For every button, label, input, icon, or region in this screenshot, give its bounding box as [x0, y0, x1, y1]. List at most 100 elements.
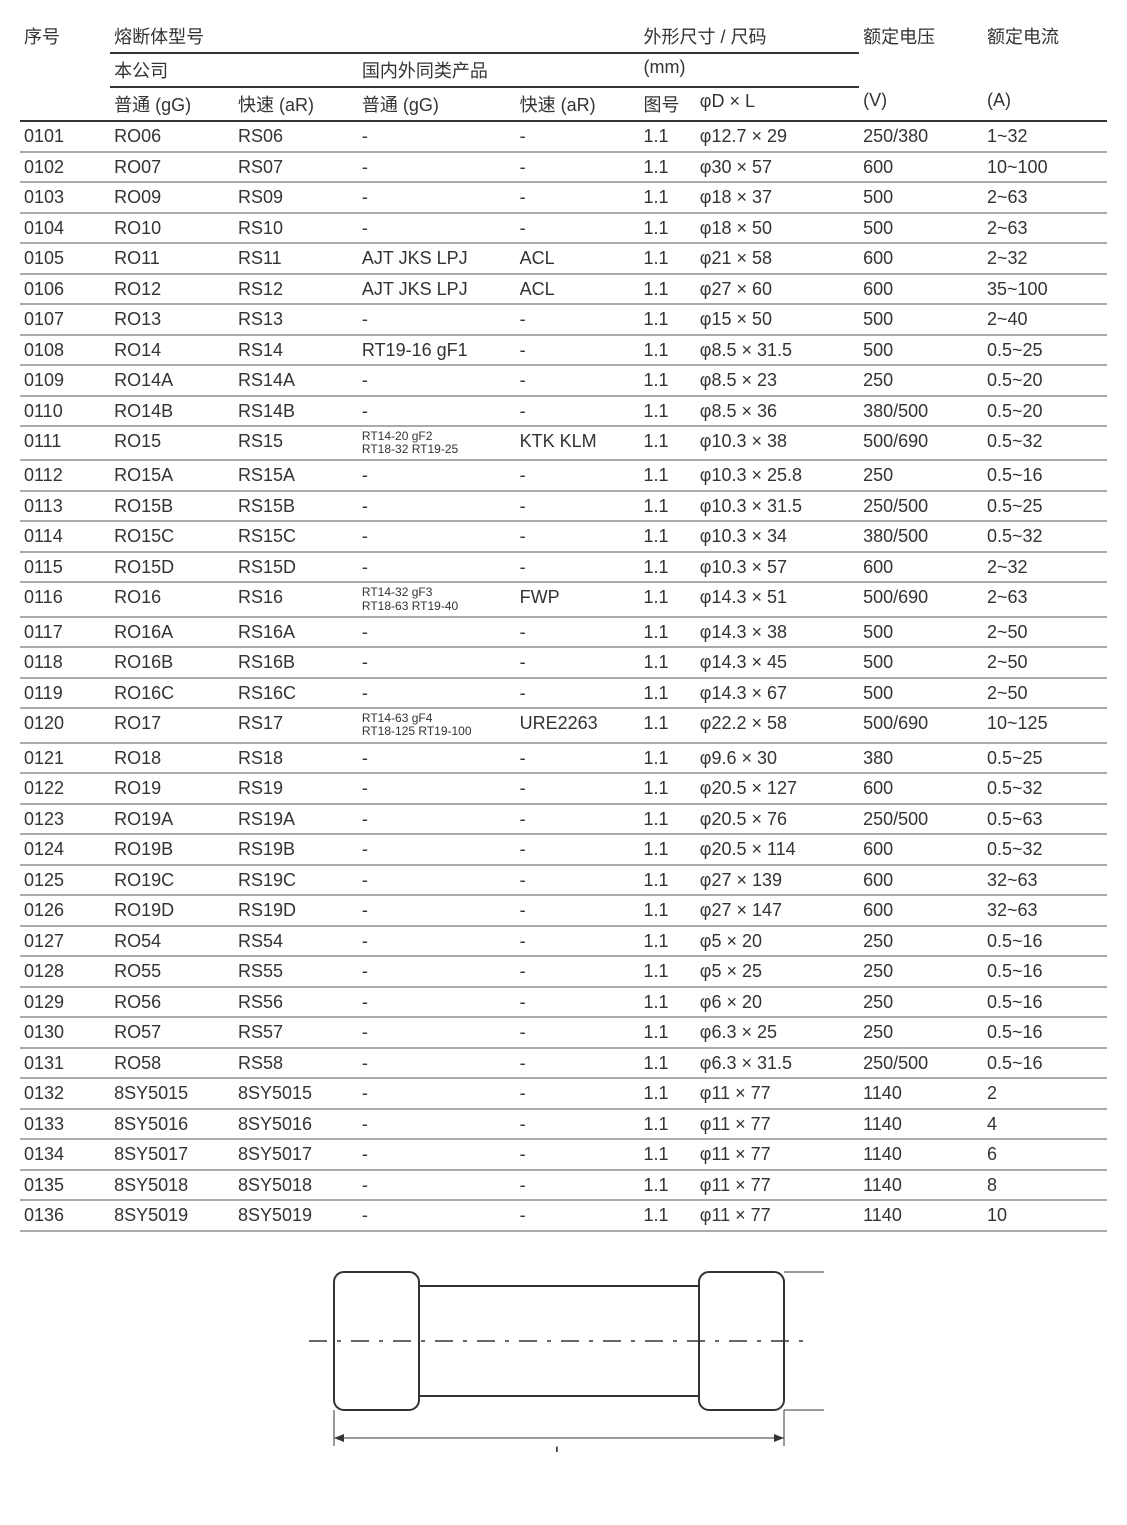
cell-v: 250: [859, 987, 983, 1018]
cell-a: 4: [983, 1109, 1107, 1140]
cell-car: -: [516, 552, 640, 583]
cell-gg: RO16C: [110, 678, 234, 709]
cell-dxl: 8.5 × 31.5: [696, 335, 859, 366]
cell-seq: 0125: [20, 865, 110, 896]
cell-fig: 1.1: [639, 617, 695, 648]
cell-ar: RS14B: [234, 396, 358, 427]
cell-cgg: -: [358, 1170, 516, 1201]
cell-v: 250: [859, 365, 983, 396]
cell-seq: 0103: [20, 182, 110, 213]
table-row: 0129RO56RS56--1.16 × 202500.5~16: [20, 987, 1107, 1018]
cell-v: 500: [859, 304, 983, 335]
cell-car: -: [516, 743, 640, 774]
cell-fig: 1.1: [639, 582, 695, 616]
cell-v: 250: [859, 460, 983, 491]
table-row: 01368SY50198SY5019--1.111 × 77114010: [20, 1200, 1107, 1231]
cell-car: -: [516, 521, 640, 552]
cell-gg: RO15C: [110, 521, 234, 552]
cell-gg: RO14A: [110, 365, 234, 396]
cell-gg: RO56: [110, 987, 234, 1018]
cell-fig: 1.1: [639, 834, 695, 865]
table-row: 0131RO58RS58--1.16.3 × 31.5250/5000.5~16: [20, 1048, 1107, 1079]
cell-dxl: 8.5 × 23: [696, 365, 859, 396]
cell-a: 2~63: [983, 213, 1107, 244]
cell-cgg: -: [358, 895, 516, 926]
cell-seq: 0124: [20, 834, 110, 865]
cell-ar: 8SY5018: [234, 1170, 358, 1201]
cell-cgg: -: [358, 121, 516, 152]
cell-fig: 1.1: [639, 926, 695, 957]
cell-cgg: RT14-32 gF3RT18-63 RT19-40: [358, 582, 516, 616]
cell-v: 1140: [859, 1078, 983, 1109]
cell-car: -: [516, 1139, 640, 1170]
cell-v: 1140: [859, 1139, 983, 1170]
fuse-diagram: φDL: [304, 1262, 824, 1452]
cell-ar: 8SY5016: [234, 1109, 358, 1140]
cell-fig: 1.1: [639, 152, 695, 183]
cell-seq: 0132: [20, 1078, 110, 1109]
cell-seq: 0102: [20, 152, 110, 183]
th-gg-b: 普通 (gG): [358, 87, 516, 121]
cell-gg: RO19B: [110, 834, 234, 865]
cell-cgg: AJT JKS LPJ: [358, 243, 516, 274]
cell-dxl: 11 × 77: [696, 1109, 859, 1140]
cell-car: -: [516, 647, 640, 678]
cell-car: FWP: [516, 582, 640, 616]
cell-fig: 1.1: [639, 987, 695, 1018]
cell-cgg: -: [358, 182, 516, 213]
cell-a: 0.5~32: [983, 834, 1107, 865]
cell-dxl: 20.5 × 76: [696, 804, 859, 835]
cell-v: 250/500: [859, 804, 983, 835]
table-row: 0122RO19RS19--1.120.5 × 1276000.5~32: [20, 773, 1107, 804]
cell-cgg: -: [358, 956, 516, 987]
cell-seq: 0122: [20, 773, 110, 804]
cell-seq: 0120: [20, 708, 110, 742]
cell-a: 0.5~16: [983, 1048, 1107, 1079]
cell-v: 600: [859, 895, 983, 926]
cell-dxl: 22.2 × 58: [696, 708, 859, 742]
cell-cgg: RT14-20 gF2RT18-32 RT19-25: [358, 426, 516, 460]
table-row: 0126RO19DRS19D--1.127 × 14760032~63: [20, 895, 1107, 926]
cell-ar: RS19D: [234, 895, 358, 926]
cell-cgg: -: [358, 1048, 516, 1079]
cell-ar: RS15A: [234, 460, 358, 491]
cell-seq: 0126: [20, 895, 110, 926]
th-v: (V): [859, 87, 983, 121]
cell-v: 500: [859, 335, 983, 366]
cell-gg: RO17: [110, 708, 234, 742]
table-row: 01328SY50158SY5015--1.111 × 7711402: [20, 1078, 1107, 1109]
cell-v: 500: [859, 647, 983, 678]
cell-car: -: [516, 121, 640, 152]
th-dxl: D × L: [696, 87, 859, 121]
cell-ar: RS19A: [234, 804, 358, 835]
cell-car: -: [516, 1109, 640, 1140]
table-row: 0128RO55RS55--1.15 × 252500.5~16: [20, 956, 1107, 987]
cell-cgg: -: [358, 865, 516, 896]
table-row: 0103RO09RS09--1.118 × 375002~63: [20, 182, 1107, 213]
cell-cgg: -: [358, 396, 516, 427]
cell-gg: RO19D: [110, 895, 234, 926]
cell-v: 380/500: [859, 396, 983, 427]
cell-ar: RS16: [234, 582, 358, 616]
cell-gg: 8SY5019: [110, 1200, 234, 1231]
cell-v: 500/690: [859, 582, 983, 616]
cell-seq: 0135: [20, 1170, 110, 1201]
cell-fig: 1.1: [639, 773, 695, 804]
table-row: 0106RO12RS12AJT JKS LPJACL1.127 × 606003…: [20, 274, 1107, 305]
cell-a: 0.5~25: [983, 335, 1107, 366]
cell-gg: RO15B: [110, 491, 234, 522]
cell-seq: 0104: [20, 213, 110, 244]
cell-ar: RS15C: [234, 521, 358, 552]
cell-cgg: -: [358, 521, 516, 552]
th-ar-a: 快速 (aR): [234, 87, 358, 121]
cell-car: -: [516, 834, 640, 865]
cell-v: 600: [859, 552, 983, 583]
table-row: 0111RO15RS15RT14-20 gF2RT18-32 RT19-25KT…: [20, 426, 1107, 460]
cell-car: URE2263: [516, 708, 640, 742]
cell-gg: RO06: [110, 121, 234, 152]
cell-cgg: -: [358, 1109, 516, 1140]
cell-a: 32~63: [983, 895, 1107, 926]
cell-cgg: RT19-16 gF1: [358, 335, 516, 366]
cell-fig: 1.1: [639, 491, 695, 522]
cell-gg: RO19C: [110, 865, 234, 896]
